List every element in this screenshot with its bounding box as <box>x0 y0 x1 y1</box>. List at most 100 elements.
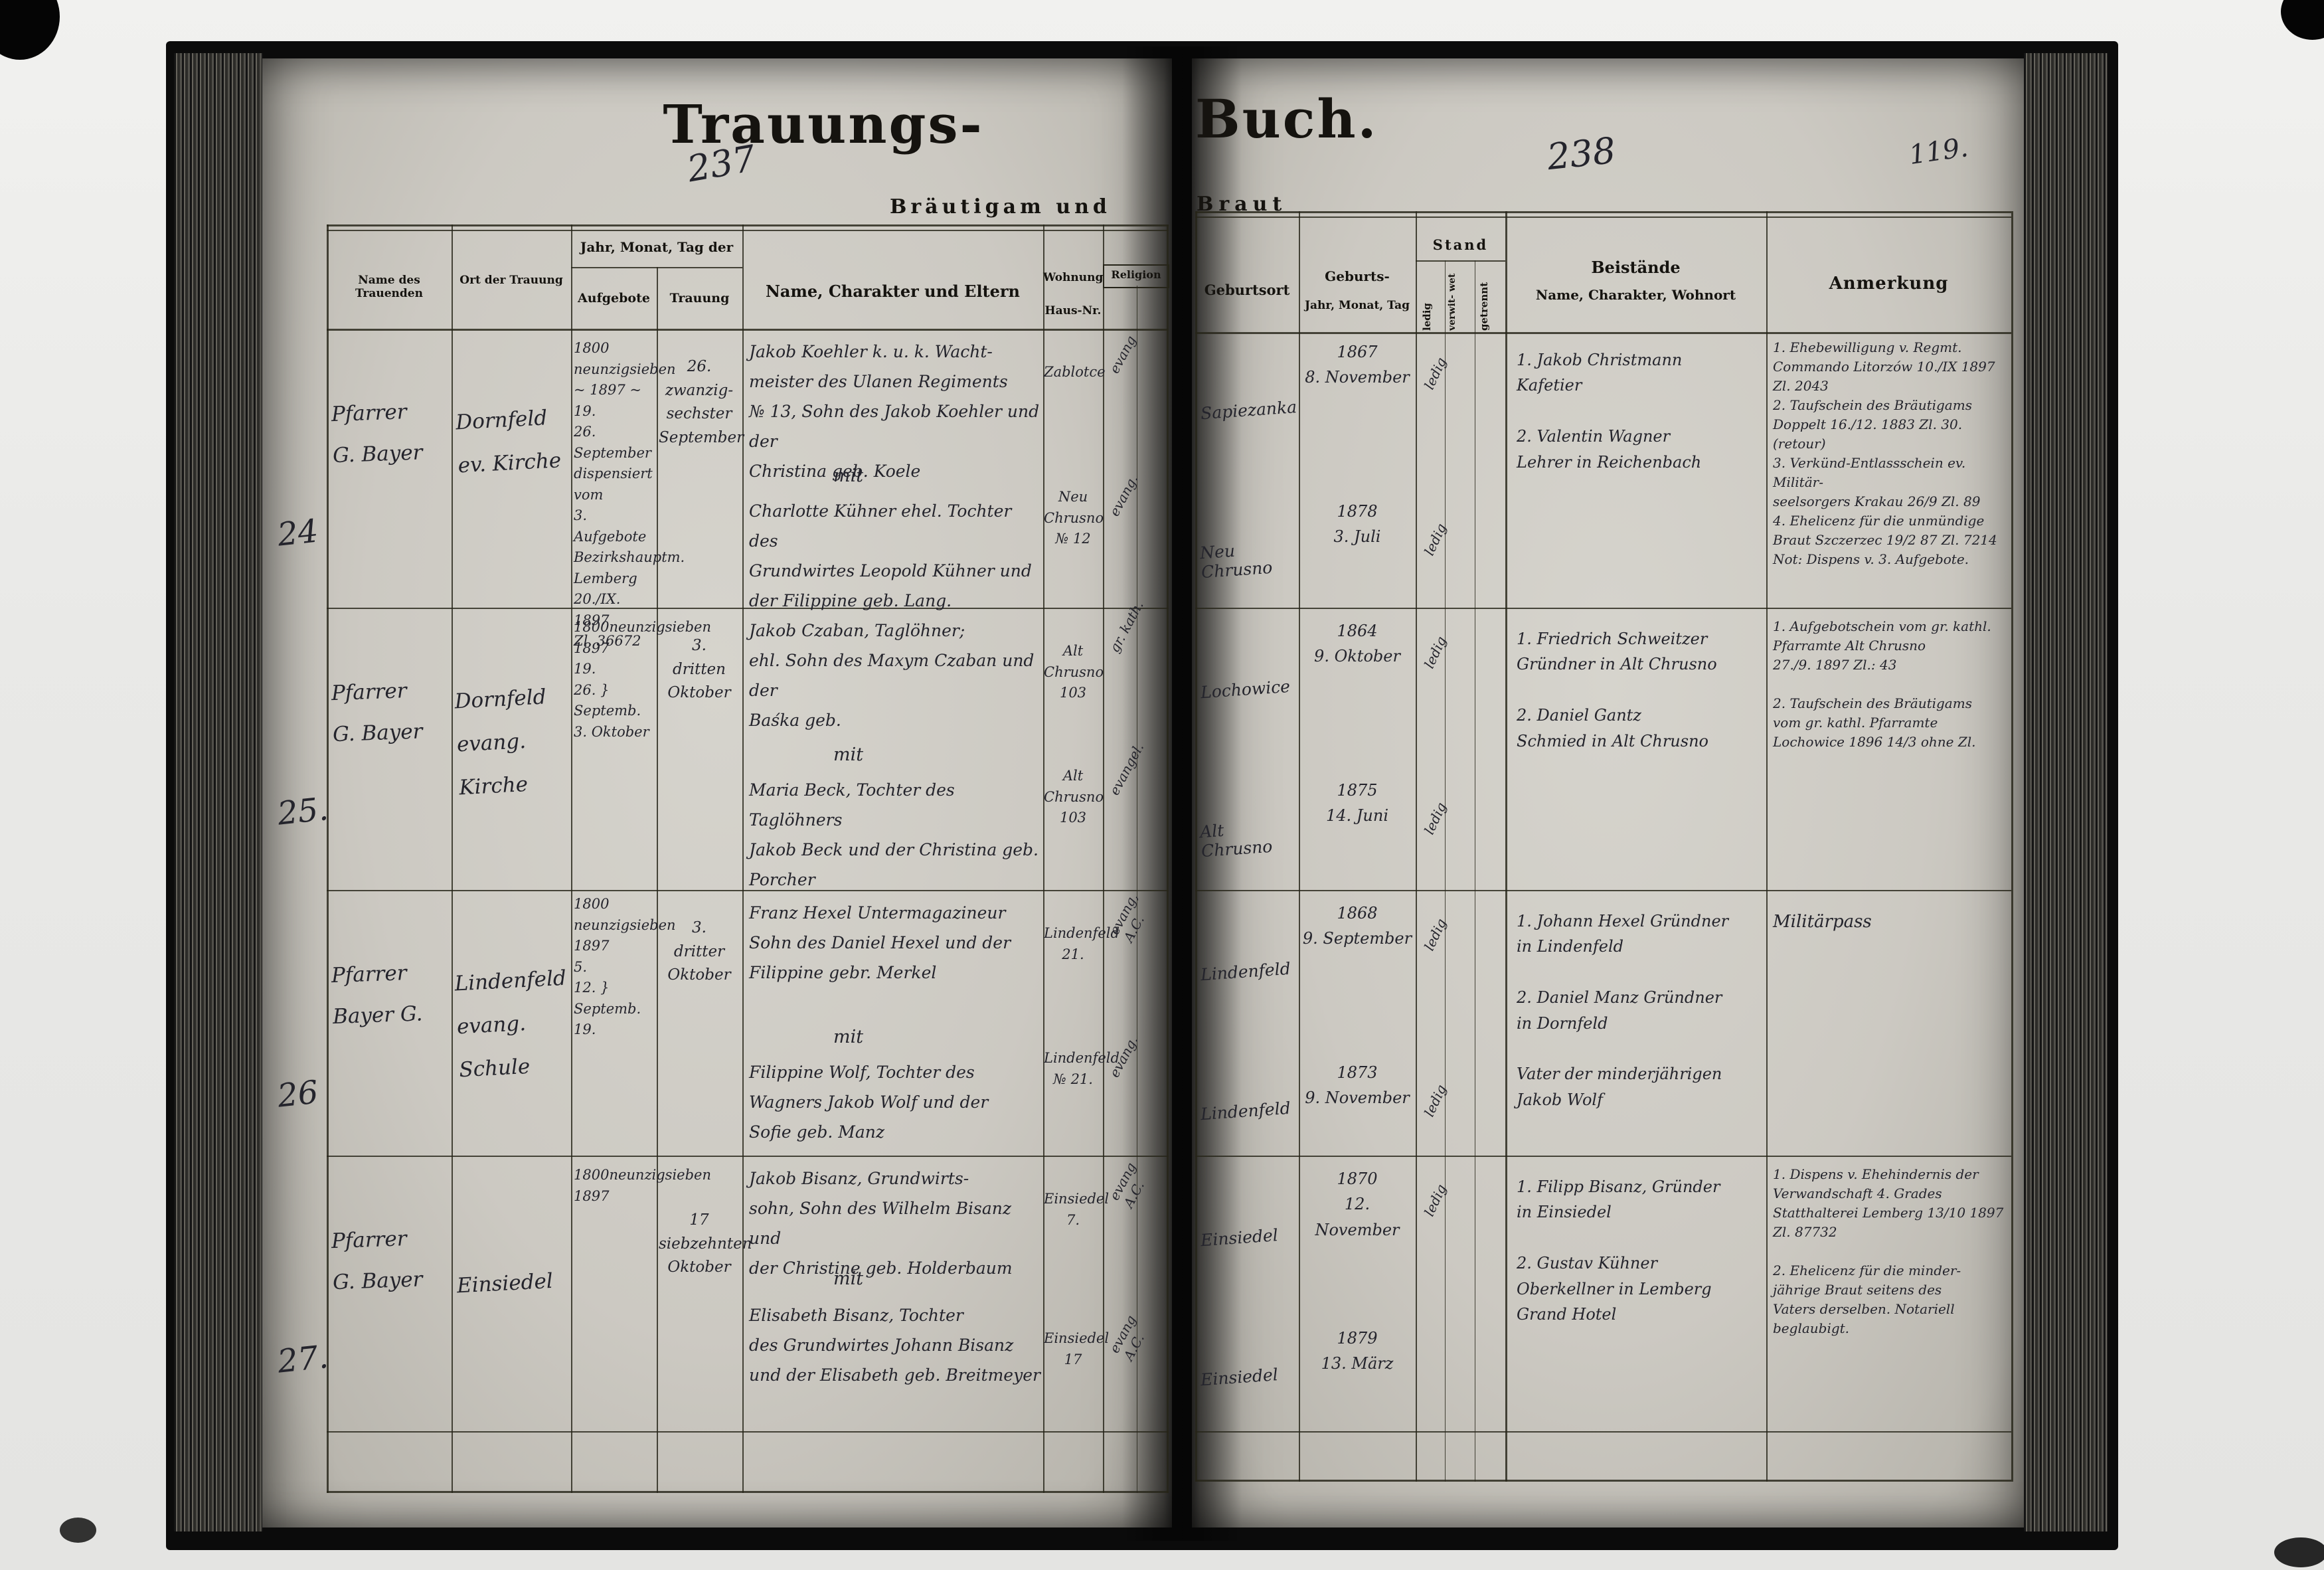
row-number: 25. <box>276 790 331 833</box>
header-geburtsort: Geburtsort <box>1204 282 1290 298</box>
rule <box>327 1431 1169 1433</box>
bride-birthplace: Einsiedel <box>1200 1365 1279 1390</box>
rule <box>327 1156 1169 1157</box>
bride-status: ledig <box>1421 800 1450 837</box>
bride-religion: evangel. <box>1106 740 1147 798</box>
marriage-date: 26. zwanzig- sechster September <box>659 358 744 446</box>
photo-corner-mark <box>0 0 60 60</box>
rule <box>1195 211 1197 1482</box>
header-stand-verwitwet: verwit- wet <box>1447 273 1457 331</box>
marriage-place: Dornfeld ev. Kirche <box>455 406 562 478</box>
book-gutter-shadow <box>1122 46 1242 1541</box>
banns-dates: 1800 neunzigsieben ~ 1897 ~ 19. 26. Sept… <box>574 340 685 649</box>
bride-name-parents: Elisabeth Bisanz, Tochter des Grundwirte… <box>749 1306 1040 1385</box>
header-geburts: Geburts- <box>1325 268 1390 284</box>
remarks: 1. Dispens v. Ehehindernis der Verwandsc… <box>1773 1166 2004 1336</box>
photo-corner-mark <box>2274 1537 2324 1567</box>
groom-status: ledig <box>1421 355 1450 392</box>
bride-religion: evang. <box>1106 472 1141 519</box>
bride-birthdate: 1873 9. November <box>1305 1063 1410 1108</box>
bride-religion: evang A.C. <box>1106 1312 1147 1363</box>
marriage-place: Lindenfeld evang. Schule <box>454 966 567 1083</box>
groom-name-parents: Jakob Koehler k. u. k. Wacht- meister de… <box>749 342 1040 481</box>
rule <box>1195 211 2011 213</box>
officiant: Pfarrer G. Bayer <box>331 1227 423 1295</box>
register-row-26: 26 Pfarrer Bayer G. Lindenfeld evang. Sc… <box>0 890 2324 1156</box>
banns-dates: 1800 neunzigsieben 1897 5. 12. } Septemb… <box>574 896 676 1037</box>
rule <box>1043 224 1044 1493</box>
witnesses: 1. Friedrich Schweitzer Gründner in Alt … <box>1517 630 1717 750</box>
rule <box>1195 1480 2011 1482</box>
header-jahr-monat-tag: Jahr, Monat, Tag <box>1304 299 1410 312</box>
rule <box>742 224 744 1493</box>
bride-birthplace: Neu Chrusno <box>1199 541 1274 582</box>
book-title-right: Buch. <box>1195 88 1378 150</box>
photo-corner-mark <box>2281 0 2324 40</box>
groom-residence: Einsiedel 7. <box>1044 1191 1110 1228</box>
header-ort-der-trauung: Ort der Trauung <box>459 274 563 287</box>
mit-label: mit <box>833 1268 864 1289</box>
header-beistaende: Beistände <box>1591 258 1681 277</box>
banns-dates: 1800neunzigsieben 1897 <box>574 1167 711 1204</box>
groom-status: ledig <box>1421 634 1450 671</box>
bride-birthdate: 1878 3. Juli <box>1333 502 1381 547</box>
groom-birthplace: Sapiezanka <box>1200 397 1297 424</box>
rule <box>1167 224 1169 1493</box>
header-religion-box: Religion <box>1103 264 1169 288</box>
groom-birthplace: Lindenfeld <box>1200 958 1291 985</box>
groom-name-parents: Franz Hexel Untermagazineur Sohn des Dan… <box>749 903 1011 982</box>
left-page <box>262 58 1172 1527</box>
rule <box>327 230 1169 231</box>
witnesses: 1. Filipp Bisanz, Gründer in Einsiedel 2… <box>1517 1178 1720 1324</box>
mit-label: mit <box>833 1027 864 1047</box>
groom-name-parents: Jakob Bisanz, Grundwirts- sohn, Sohn des… <box>749 1169 1013 1278</box>
marriage-date: 17 siebzehnten Oktober <box>659 1211 752 1276</box>
header-wohnung: Wohnung <box>1043 271 1104 284</box>
header-aufgebote: Aufgebote <box>578 291 650 305</box>
bride-residence: Neu Chrusno № 12 <box>1044 489 1104 547</box>
rule <box>1195 608 2011 609</box>
remarks: 1. Aufgebotschein vom gr. kathl. Pfarram… <box>1773 618 1991 750</box>
rule <box>1195 1431 2011 1433</box>
bride-name-parents: Filippine Wolf, Tochter des Wagners Jako… <box>749 1063 989 1142</box>
row-number: 26 <box>276 1073 320 1115</box>
witnesses: 1. Johann Hexel Gründner in Lindenfeld 2… <box>1517 912 1729 1109</box>
header-jahr-monat-tag-der: Jahr, Monat, Tag der <box>580 239 734 255</box>
photo-corner-mark <box>60 1518 96 1543</box>
groom-birthdate: 1864 9. Oktober <box>1314 622 1400 666</box>
marriage-place: Einsiedel <box>456 1268 554 1298</box>
rule <box>327 224 329 1493</box>
header-stand-getrennt: getrennt <box>1478 282 1490 331</box>
mit-label: mit <box>833 744 864 765</box>
register-row-27: 27. Pfarrer G. Bayer Einsiedel 1800neunz… <box>0 1156 2324 1431</box>
rule <box>327 890 1169 891</box>
page-edges-left <box>174 53 263 1531</box>
header-haus-nr: Haus-Nr. <box>1044 304 1102 317</box>
rule <box>1195 332 2011 334</box>
header-stand: Stand <box>1432 236 1489 253</box>
banns-dates: 1800neunzigsieben 1897 19. 26. } Septemb… <box>574 619 711 740</box>
page-number-right: 238 <box>1544 129 1618 179</box>
register-row-24: 24 Pfarrer G. Bayer Dornfeld ev. Kirche … <box>0 329 2324 649</box>
groom-birthplace: Lochowice <box>1200 676 1291 703</box>
groom-residence: Alt Chrusno 103 <box>1044 643 1104 701</box>
rule <box>1505 211 1507 1482</box>
rule <box>327 1491 1169 1493</box>
rule <box>1195 890 2011 891</box>
groom-status: ledig <box>1421 916 1450 954</box>
witnesses: 1. Jakob Christmann Kafetier 2. Valentin… <box>1517 351 1702 472</box>
remarks: 1. Ehebewilligung v. Regmt. Commando Lit… <box>1773 339 1997 567</box>
rule <box>1299 211 1300 1482</box>
groom-residence: Zablotce <box>1044 364 1106 380</box>
bride-residence: Einsiedel 17 <box>1044 1330 1110 1367</box>
bride-birthdate: 1879 13. März <box>1321 1329 1394 1373</box>
header-anmerkung: Anmerkung <box>1829 274 1949 294</box>
header-name-charakter-eltern: Name, Charakter und Eltern <box>765 282 1021 301</box>
rule <box>2011 211 2013 1482</box>
rule <box>327 224 1169 226</box>
bride-name-parents: Maria Beck, Tochter des Taglöhners Jakob… <box>749 780 1038 889</box>
header-religion: Religion <box>1111 268 1161 281</box>
book-title-left: Trauungs- <box>663 93 984 155</box>
rule <box>1416 211 1417 1482</box>
groom-birthdate: 1867 8. November <box>1305 343 1410 387</box>
